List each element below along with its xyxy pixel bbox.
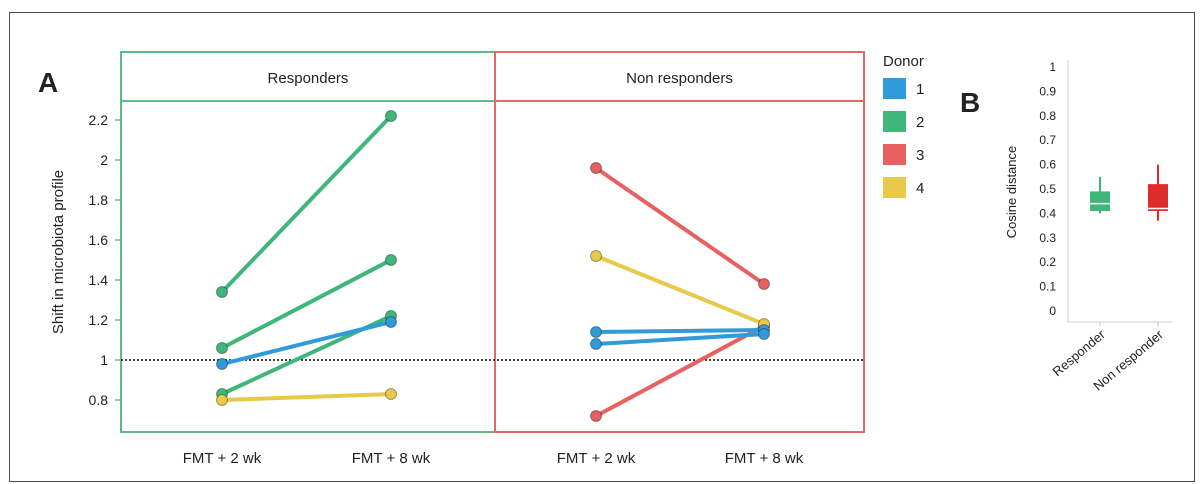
facet-title: Responders [268,70,349,87]
figure-border [9,12,1195,482]
series-line-donor-1 [594,332,766,346]
data-point-donor-3 [590,162,602,174]
y-tick-label-b: 0.1 [1039,280,1056,294]
panel-b-label: B [960,87,980,118]
series-line-donor-1 [594,328,766,334]
data-point-donor-3 [758,278,770,290]
data-point-donor-3 [590,410,602,422]
y-tick-label-b: 0 [1049,304,1056,318]
y-tick-label-b: 0.5 [1039,182,1056,196]
data-point-donor-1 [216,358,228,370]
y-tick-label-a: 0.8 [89,392,109,408]
x-tick-label: FMT + 2 wk [557,450,636,467]
data-point-donor-1 [758,328,770,340]
series-line-donor-4 [594,254,766,326]
x-tick-label: FMT + 2 wk [183,450,262,467]
data-point-donor-4 [216,394,228,406]
legend-label: 2 [916,114,924,131]
y-axis-label-a: Shift in microbiota profile [50,170,67,334]
facet-frame [120,51,496,433]
data-point-donor-4 [590,250,602,262]
data-point-donor-2 [385,254,397,266]
legend-label: 1 [916,81,924,98]
y-tick-label-b: 0.8 [1039,109,1056,123]
y-tick-label-b: 1 [1049,60,1056,74]
series-line-donor-3 [594,324,766,418]
y-tick-label-a: 1.6 [89,232,109,248]
series-line-donor-1 [220,320,393,366]
y-tick-label-a: 1.2 [89,312,109,328]
y-tick-label-a: 1.8 [89,192,109,208]
y-tick-label-b: 0.7 [1039,133,1056,147]
series-line-donor-4 [220,392,393,402]
series-line-donor-3 [594,166,766,286]
facet-frame [494,51,865,433]
series-line-donor-2 [220,114,393,294]
y-tick-label-a: 2 [100,152,108,168]
x-tick-label: FMT + 8 wk [725,450,804,467]
y-tick-label-b: 0.6 [1039,158,1056,172]
box-body [1148,184,1168,211]
panel-b-plot: 00.10.20.30.40.50.60.70.80.91ResponderNo… [1039,60,1172,394]
data-point-donor-2 [385,110,397,122]
y-tick-label-a: 1 [100,352,108,368]
data-point-donor-1 [385,316,397,328]
series-line-donor-2 [220,258,393,350]
legend-label: 4 [916,180,924,197]
data-point-donor-1 [590,338,602,350]
x-tick-label: FMT + 8 wk [352,450,431,467]
y-tick-label-b: 0.9 [1039,84,1056,98]
y-tick-label-b: 0.4 [1039,206,1056,220]
facet-title: Non responders [626,70,733,87]
legend-swatch-donor-3 [883,144,906,165]
legend-label: 3 [916,147,924,164]
legend-swatch-donor-1 [883,78,906,99]
legend-swatch-donor-2 [883,111,906,132]
data-point-donor-2 [216,342,228,354]
data-point-donor-1 [590,326,602,338]
x-tick-label-b: Responder [1050,326,1109,379]
y-tick-label-a: 2.2 [89,112,109,128]
y-axis-label-b: Cosine distance [1004,146,1019,239]
box-body [1090,191,1110,211]
legend-title: Donor [883,53,924,70]
y-tick-label-b: 0.3 [1039,231,1056,245]
panel-a-plot: 0.8 1 1.2 1.4 1.6 1.8 2 2.2 Responders FMT + 2 wk… [89,51,924,467]
y-tick-label-a: 1.4 [89,272,109,288]
legend-swatch-donor-4 [883,177,906,198]
panel-a-label: A [38,67,58,98]
data-point-donor-4 [385,388,397,400]
data-point-donor-2 [216,286,228,298]
y-tick-label-b: 0.2 [1039,255,1056,269]
